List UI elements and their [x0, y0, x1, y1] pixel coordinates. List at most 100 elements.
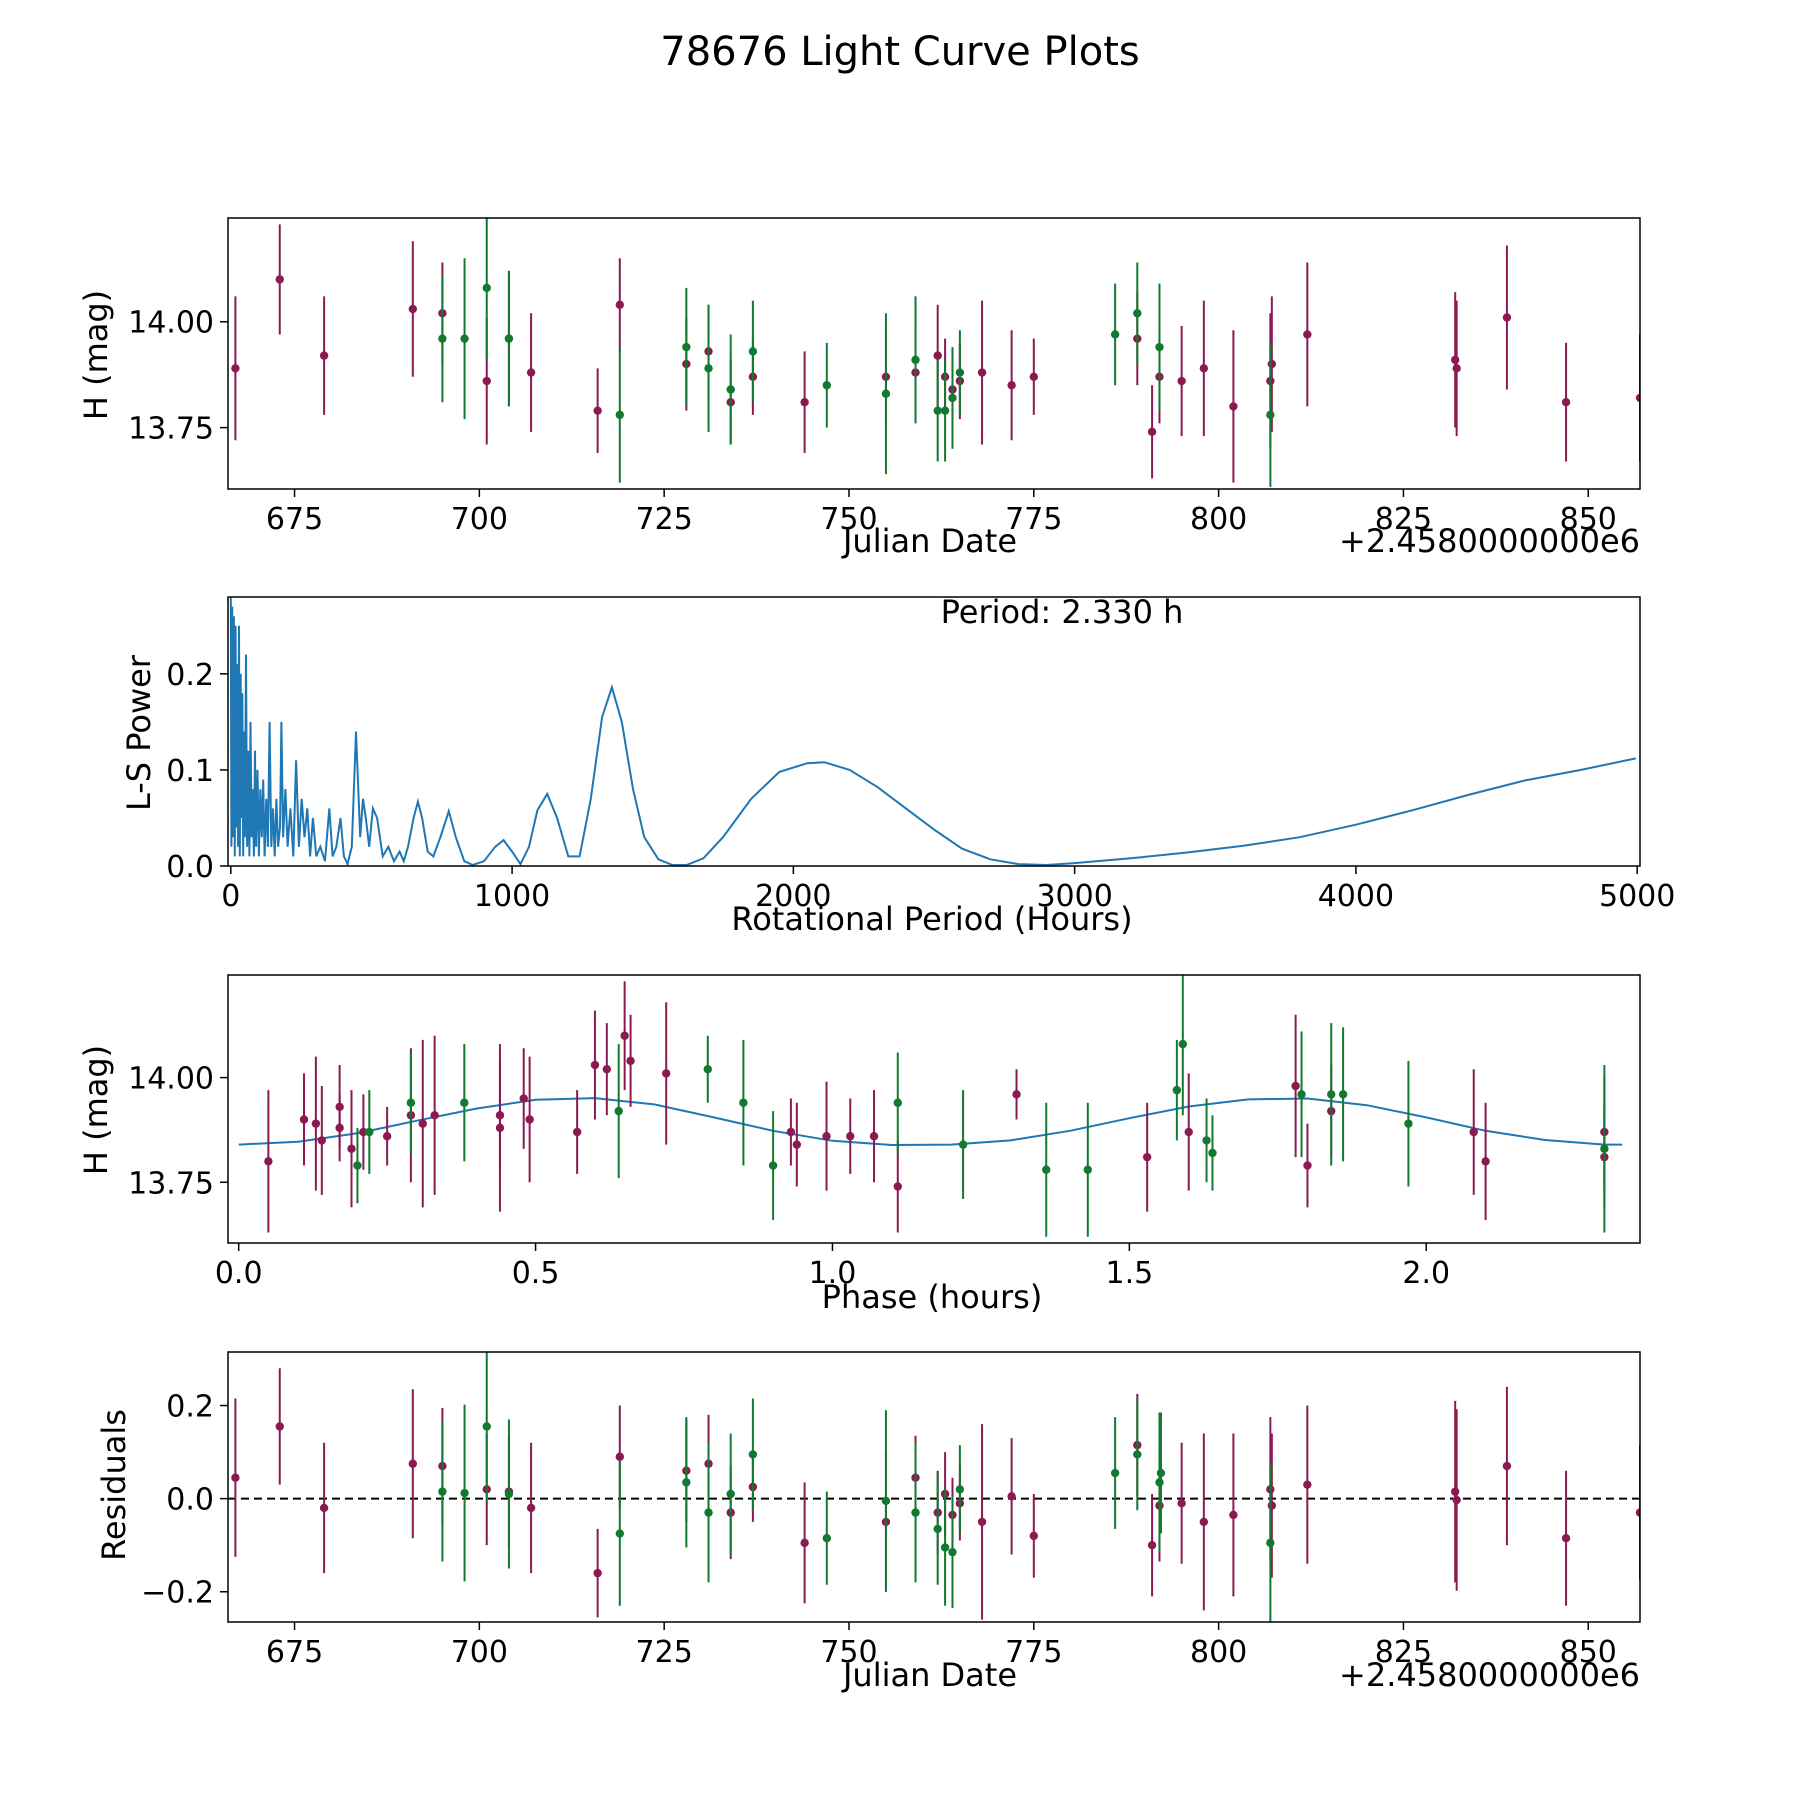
data-point-green: [1327, 1090, 1336, 1099]
data-point-magenta: [1147, 427, 1157, 437]
phased-panel: H (mag) Phase (hours) 0.0 0.5 1.0 1.5 2.0 13.…: [77, 974, 1641, 1316]
data-point-green: [504, 1489, 514, 1499]
data-point-magenta: [1303, 1480, 1312, 1489]
x-tick-label: 775: [1005, 1635, 1062, 1670]
data-point-green: [438, 1487, 447, 1496]
data-point-green: [726, 1489, 735, 1499]
x-tick-label: 1.5: [1105, 1256, 1153, 1291]
data-point-magenta: [593, 1568, 602, 1578]
data-point-magenta: [602, 1065, 612, 1074]
data-point-magenta: [1029, 1531, 1039, 1541]
data-point-magenta: [1452, 364, 1461, 373]
data-point-green: [615, 1529, 625, 1538]
data-point-green: [893, 1098, 902, 1107]
data-point-green: [614, 1106, 623, 1116]
data-point-green: [1404, 1119, 1413, 1128]
data-point-magenta: [408, 1459, 418, 1468]
data-point-green: [948, 1547, 957, 1557]
data-point-magenta: [846, 1132, 855, 1141]
x-tick-label: 725: [636, 1635, 693, 1670]
data-point-magenta: [1229, 1510, 1238, 1520]
data-point-green: [365, 1127, 374, 1137]
data-point-magenta: [382, 1132, 392, 1141]
phased-axes-frame: [227, 974, 1641, 1244]
data-point-green: [1155, 1478, 1164, 1487]
data-point-green: [1208, 1148, 1217, 1158]
model-fit-curve: [238, 1097, 1623, 1147]
data-point-green: [615, 410, 625, 420]
data-point-magenta: [1450, 1487, 1460, 1496]
data-point-green: [704, 1508, 713, 1517]
data-point-green: [739, 1098, 748, 1107]
x-tick-label: 750: [820, 502, 877, 537]
data-point-magenta: [1561, 397, 1571, 407]
residuals-plot-area: [228, 1352, 1640, 1622]
data-point-magenta: [319, 1503, 329, 1513]
lightcurve-panel: H (mag) Julian Date +2.4580000000e6 675 7…: [77, 217, 1641, 560]
data-point-green: [822, 381, 832, 390]
data-point-magenta: [264, 1157, 273, 1166]
data-point-magenta: [893, 1182, 902, 1191]
x-tick-label: 700: [451, 502, 508, 537]
data-point-magenta: [615, 1452, 625, 1461]
data-point-magenta: [1502, 1461, 1512, 1471]
data-point-magenta: [590, 1060, 600, 1070]
y-tick-label: 13.75: [128, 412, 214, 447]
data-point-green: [1266, 1538, 1275, 1548]
residuals-panel: Residuals Julian Date +2.4580000000e6 67…: [95, 1351, 1641, 1694]
periodogram-ylabel: L-S Power: [120, 654, 158, 811]
data-point-magenta: [418, 1119, 427, 1128]
data-point-magenta: [620, 1031, 629, 1040]
x-tick-label: 675: [266, 1635, 323, 1670]
data-point-green: [948, 393, 957, 403]
data-point-green: [1110, 1468, 1120, 1478]
phased-xlabel: Phase (hours): [822, 1278, 1043, 1316]
data-point-magenta: [792, 1140, 802, 1149]
data-point-green: [1172, 1085, 1182, 1095]
y-tick-label: 13.75: [128, 1166, 214, 1201]
x-tick-label: 850: [1560, 502, 1617, 537]
data-point-green: [955, 368, 965, 377]
y-tick-label: 0.0: [166, 850, 214, 885]
residuals-ylabel: Residuals: [95, 1409, 133, 1561]
data-point-green: [1133, 1450, 1142, 1459]
data-point-magenta: [526, 1503, 536, 1513]
data-point-green: [1266, 410, 1275, 420]
data-point-green: [406, 1098, 416, 1107]
data-point-magenta: [800, 1538, 809, 1548]
data-point-green: [933, 1524, 942, 1534]
x-tick-label: 750: [820, 1635, 877, 1670]
x-tick-label: 800: [1190, 1635, 1247, 1670]
residuals-offset-label: +2.4580000000e6: [1339, 1656, 1640, 1694]
lightcurve-axes-frame: [227, 217, 1641, 490]
data-point-green: [933, 406, 942, 415]
data-point-green: [958, 1140, 968, 1149]
data-point-green: [682, 342, 691, 352]
x-tick-label: 700: [451, 1635, 508, 1670]
period-annotation: Period: 2.330 h: [941, 593, 1184, 631]
data-point-magenta: [495, 1123, 505, 1133]
y-tick-label: −0.2: [141, 1576, 214, 1611]
data-point-green: [911, 355, 920, 365]
data-point-magenta: [1147, 1540, 1157, 1550]
data-point-green: [460, 334, 469, 343]
data-point-magenta: [1029, 372, 1039, 381]
periodogram-axes-frame: [227, 596, 1641, 867]
data-point-magenta: [1635, 393, 1640, 403]
lightcurve-plot-area: [231, 218, 1640, 487]
data-point-green: [1297, 1090, 1306, 1099]
data-point-magenta: [800, 397, 809, 407]
data-point-magenta: [525, 1115, 534, 1124]
data-point-green: [1083, 1165, 1092, 1174]
data-point-green: [881, 389, 891, 398]
data-point-magenta: [662, 1069, 671, 1078]
data-point-magenta: [311, 1119, 321, 1128]
data-point-green: [460, 1488, 469, 1498]
x-tick-label: 1.0: [809, 1256, 857, 1291]
y-tick-label: 14.00: [128, 306, 214, 341]
data-point-magenta: [1177, 376, 1186, 386]
y-tick-label: 14.00: [128, 1062, 214, 1097]
data-point-magenta: [1267, 1501, 1277, 1510]
x-tick-label: 4000: [1318, 879, 1394, 914]
